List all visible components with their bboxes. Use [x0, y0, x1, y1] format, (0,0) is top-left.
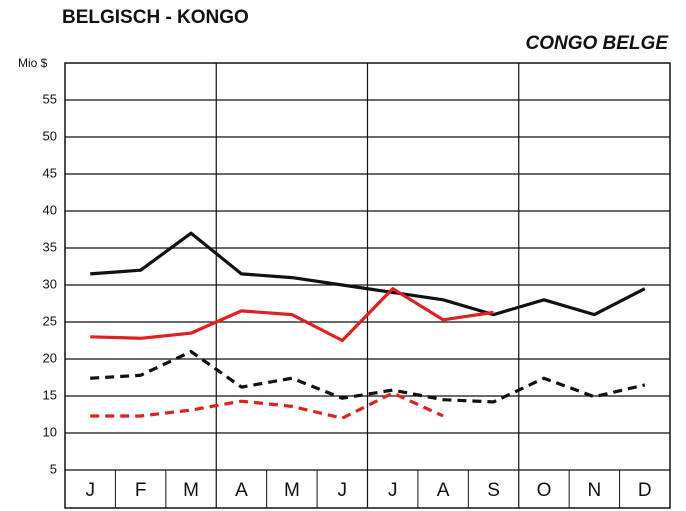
y-tick-label: 55 [43, 91, 57, 106]
series-line [90, 231, 646, 317]
x-tick-label: J [85, 480, 95, 501]
y-tick-label: 10 [43, 424, 57, 439]
x-tick-label: O [537, 480, 552, 501]
y-tick-label: 20 [43, 350, 57, 365]
chart-title: BELGISCH - KONGO [62, 7, 249, 28]
x-tick-label: M [284, 480, 300, 501]
y-tick-label: 5 [50, 461, 57, 476]
y-tick-label: 45 [43, 165, 57, 180]
y-tick-label: 40 [43, 202, 57, 217]
x-tick-label: M [183, 480, 199, 501]
x-tick-label: S [487, 480, 500, 501]
x-tick-label: F [135, 480, 147, 501]
series-line [90, 391, 444, 420]
y-tick-label: 50 [43, 128, 57, 143]
x-tick-label: J [388, 480, 398, 501]
series-line [90, 350, 646, 404]
x-tick-label: N [588, 480, 602, 501]
series-line [90, 287, 494, 343]
x-tick-label: D [638, 480, 652, 501]
chart-subtitle: CONGO BELGE [525, 33, 669, 54]
y-tick-label: 15 [43, 387, 57, 402]
x-tick-label: A [437, 480, 450, 501]
y-tick-label: 25 [43, 313, 57, 328]
x-tick-label: J [338, 480, 348, 501]
x-tick-label: A [235, 480, 248, 501]
y-axis-label: Mio $ [18, 56, 48, 70]
y-tick-label: 30 [43, 276, 57, 291]
y-tick-label: 35 [43, 239, 57, 254]
